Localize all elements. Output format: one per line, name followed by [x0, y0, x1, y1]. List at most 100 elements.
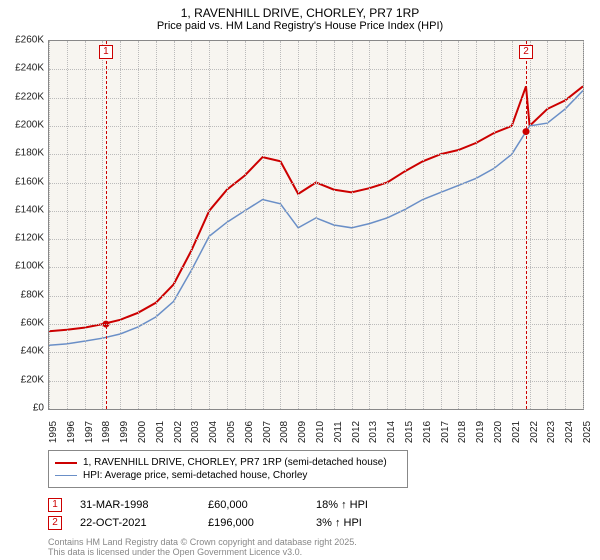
x-axis: 1995199619971998199920002001200220032004…	[48, 410, 584, 450]
marker-box-1: 1	[99, 45, 113, 59]
legend: 1, RAVENHILL DRIVE, CHORLEY, PR7 1RP (se…	[48, 450, 408, 488]
gridline-v	[547, 41, 548, 409]
y-tick-label: £240K	[15, 63, 44, 74]
x-tick-label: 1999	[119, 421, 130, 443]
x-tick-label: 2005	[226, 421, 237, 443]
gridline-v	[405, 41, 406, 409]
data-row-date: 22-OCT-2021	[80, 517, 190, 529]
data-row-delta: 18% ↑ HPI	[316, 499, 368, 511]
x-tick-label: 2015	[404, 421, 415, 443]
data-row: 2 22-OCT-2021 £196,000 3% ↑ HPI	[48, 516, 584, 530]
gridline-v	[530, 41, 531, 409]
gridline-v	[209, 41, 210, 409]
gridline-v	[387, 41, 388, 409]
data-row-marker: 2	[48, 516, 62, 530]
legend-item: 1, RAVENHILL DRIVE, CHORLEY, PR7 1RP (se…	[55, 457, 401, 468]
chart-container: 1, RAVENHILL DRIVE, CHORLEY, PR7 1RP Pri…	[0, 0, 600, 560]
x-tick-label: 2014	[386, 421, 397, 443]
gridline-v	[156, 41, 157, 409]
gridline-v	[369, 41, 370, 409]
legend-swatch	[55, 475, 77, 476]
legend-swatch	[55, 462, 77, 464]
gridline-v	[49, 41, 50, 409]
gridline-v	[191, 41, 192, 409]
y-tick-label: £180K	[15, 148, 44, 159]
gridline-v	[280, 41, 281, 409]
gridline-v	[102, 41, 103, 409]
x-tick-label: 2025	[582, 421, 593, 443]
x-tick-label: 1995	[48, 421, 59, 443]
x-tick-label: 2017	[440, 421, 451, 443]
x-tick-label: 1997	[84, 421, 95, 443]
gridline-v	[316, 41, 317, 409]
gridline-v	[565, 41, 566, 409]
x-tick-label: 2012	[351, 421, 362, 443]
y-tick-label: £200K	[15, 119, 44, 130]
gridline-v	[120, 41, 121, 409]
gridline-v	[583, 41, 584, 409]
y-tick-label: £80K	[21, 289, 44, 300]
gridline-v	[512, 41, 513, 409]
x-tick-label: 2010	[315, 421, 326, 443]
data-row-delta: 3% ↑ HPI	[316, 517, 362, 529]
x-tick-label: 2003	[190, 421, 201, 443]
y-tick-label: £140K	[15, 204, 44, 215]
gridline-v	[245, 41, 246, 409]
x-tick-label: 2008	[279, 421, 290, 443]
marker-line-1	[106, 41, 107, 409]
y-tick-label: £160K	[15, 176, 44, 187]
chart-subtitle: Price paid vs. HM Land Registry's House …	[0, 20, 600, 36]
data-rows: 1 31-MAR-1998 £60,000 18% ↑ HPI 2 22-OCT-2021…	[48, 494, 584, 534]
data-row-price: £60,000	[208, 499, 298, 511]
gridline-v	[458, 41, 459, 409]
y-tick-label: £260K	[15, 35, 44, 46]
y-tick-label: £100K	[15, 261, 44, 272]
y-tick-label: £20K	[21, 374, 44, 385]
x-tick-label: 2021	[511, 421, 522, 443]
marker-line-2	[526, 41, 527, 409]
gridline-v	[334, 41, 335, 409]
x-tick-label: 1996	[66, 421, 77, 443]
plot-area: 12	[48, 40, 584, 410]
x-tick-label: 2013	[368, 421, 379, 443]
data-row: 1 31-MAR-1998 £60,000 18% ↑ HPI	[48, 498, 584, 512]
x-tick-label: 2000	[137, 421, 148, 443]
gridline-v	[494, 41, 495, 409]
x-tick-label: 2023	[546, 421, 557, 443]
legend-item: HPI: Average price, semi-detached house,…	[55, 470, 401, 481]
gridline-v	[263, 41, 264, 409]
gridline-v	[441, 41, 442, 409]
gridline-v	[423, 41, 424, 409]
gridline-v	[298, 41, 299, 409]
gridline-v	[85, 41, 86, 409]
gridline-v	[476, 41, 477, 409]
x-tick-label: 2016	[422, 421, 433, 443]
y-tick-label: £0	[33, 403, 44, 414]
gridline-v	[227, 41, 228, 409]
y-tick-label: £60K	[21, 318, 44, 329]
data-row-date: 31-MAR-1998	[80, 499, 190, 511]
y-tick-label: £220K	[15, 91, 44, 102]
gridline-v	[174, 41, 175, 409]
x-tick-label: 2009	[297, 421, 308, 443]
x-tick-label: 2004	[208, 421, 219, 443]
x-tick-label: 2007	[262, 421, 273, 443]
footer-line2: This data is licensed under the Open Gov…	[48, 548, 357, 558]
footer-attribution: Contains HM Land Registry data © Crown c…	[48, 538, 357, 558]
legend-label: 1, RAVENHILL DRIVE, CHORLEY, PR7 1RP (se…	[83, 457, 387, 468]
x-tick-label: 2022	[529, 421, 540, 443]
x-tick-label: 2018	[457, 421, 468, 443]
y-tick-label: £40K	[21, 346, 44, 357]
marker-box-2: 2	[519, 45, 533, 59]
data-row-marker: 1	[48, 498, 62, 512]
data-row-price: £196,000	[208, 517, 298, 529]
gridline-v	[138, 41, 139, 409]
x-tick-label: 2006	[244, 421, 255, 443]
legend-label: HPI: Average price, semi-detached house,…	[83, 470, 307, 481]
gridline-v	[67, 41, 68, 409]
x-tick-label: 2011	[333, 421, 344, 443]
x-tick-label: 2019	[475, 421, 486, 443]
x-tick-label: 2020	[493, 421, 504, 443]
y-tick-label: £120K	[15, 233, 44, 244]
gridline-v	[352, 41, 353, 409]
